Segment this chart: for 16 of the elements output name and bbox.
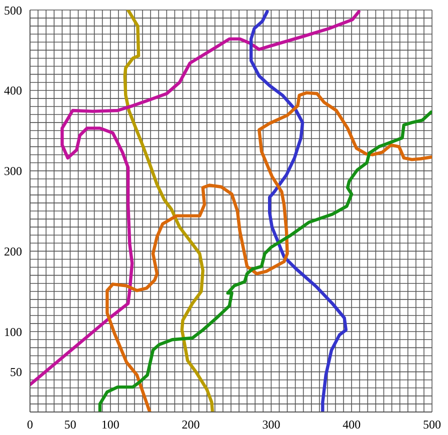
line-series	[30, 10, 360, 386]
x-tick-label: 500	[423, 418, 441, 432]
y-tick-label: 50	[10, 365, 22, 380]
y-tick-label: 200	[4, 244, 22, 258]
x-tick-label: 0	[27, 418, 33, 432]
line-series	[250, 10, 348, 412]
x-tick-label: 200	[182, 418, 200, 432]
y-tick-label: 300	[4, 164, 22, 178]
x-tick-label: 400	[342, 418, 361, 432]
x-tick-label: 300	[262, 418, 280, 432]
x-tick-label: 50	[64, 418, 76, 432]
y-tick-label: 500	[4, 3, 22, 18]
y-tick-label: 400	[4, 84, 22, 98]
line-series	[123, 10, 214, 412]
y-tick-label: 100	[4, 324, 22, 339]
x-tick-label: 100	[101, 418, 120, 432]
